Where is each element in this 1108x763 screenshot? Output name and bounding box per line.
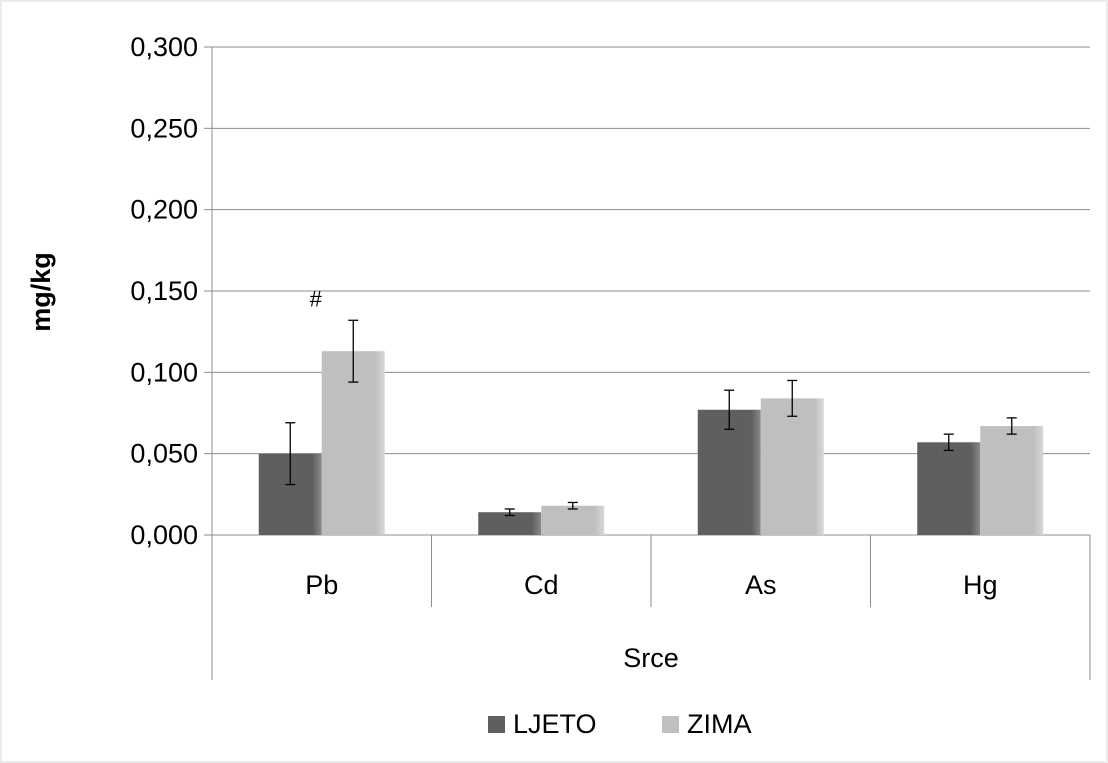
x-tick-label: As: [745, 570, 777, 600]
y-axis-label: mg/kg: [26, 252, 56, 332]
legend-swatch-ljeto: [488, 716, 505, 733]
bar-ljeto-as: [697, 409, 761, 535]
bar-zima-cd: [541, 505, 605, 535]
y-tick-label: 0,250: [130, 113, 198, 143]
y-tick-label: 0,300: [130, 32, 198, 62]
legend-label-zima: ZIMA: [687, 709, 752, 739]
axes: [204, 46, 1091, 680]
x-tick-label: Pb: [305, 570, 338, 600]
bars: [258, 319, 1044, 535]
bar-ljeto-cd: [478, 512, 542, 535]
y-tick-label: 0,100: [130, 357, 198, 387]
legend-swatch-zima: [662, 716, 679, 733]
y-tick-label: 0,050: [130, 439, 198, 469]
bar-ljeto-hg: [917, 442, 981, 535]
x-tick-label: Hg: [963, 570, 998, 600]
labels: 0,000 0,050 0,100 0,150 0,200 0,250 0,300 Pb Cd A…: [130, 32, 997, 600]
x-axis-group-label: Srce: [623, 643, 679, 673]
x-tick-label: Cd: [524, 570, 559, 600]
significance-marker: #: [310, 286, 323, 311]
y-tick-label: 0,200: [130, 195, 198, 225]
legend-label-ljeto: LJETO: [513, 709, 597, 739]
bar-zima-hg: [980, 426, 1044, 535]
bar-zima-as: [760, 398, 824, 535]
y-tick-label: 0,150: [130, 276, 198, 306]
y-tick-label: 0,000: [130, 520, 198, 550]
legend: LJETO ZIMA: [488, 709, 752, 739]
